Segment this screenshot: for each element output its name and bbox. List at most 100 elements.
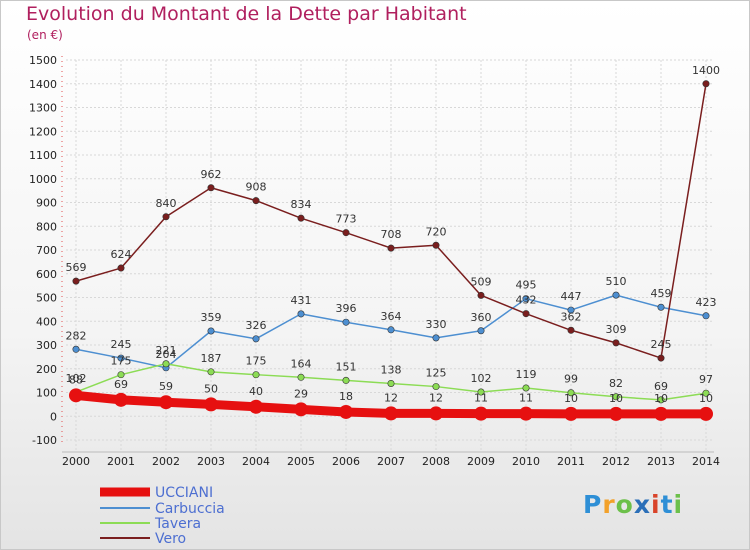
data-label: 164 (291, 357, 312, 370)
data-label: 97 (699, 373, 713, 386)
data-point (72, 345, 80, 353)
data-label: 151 (336, 360, 357, 373)
data-label: 187 (201, 352, 222, 365)
series-layer (69, 80, 713, 421)
data-point (117, 371, 125, 379)
y-tick-label: 1300 (29, 102, 57, 115)
data-point (702, 389, 710, 397)
data-point (564, 406, 578, 421)
data-point (477, 291, 485, 299)
x-tick-label: 2003 (197, 455, 225, 468)
y-tick-label: 1200 (29, 125, 57, 138)
data-point (657, 354, 665, 362)
data-point (654, 406, 668, 421)
data-point (699, 406, 713, 421)
data-point (162, 213, 170, 221)
y-tick-label: 900 (36, 197, 57, 210)
grid-layer (66, 59, 714, 452)
data-point (657, 303, 665, 311)
data-point (204, 397, 218, 412)
data-point (339, 404, 353, 419)
data-label: 569 (66, 261, 87, 274)
proxiti-logo: Proxiti (583, 490, 683, 519)
data-label: 708 (381, 228, 402, 241)
chart-unit-label: (en €) (27, 28, 63, 42)
data-label: 11 (519, 392, 533, 405)
data-label: 102 (471, 372, 492, 385)
data-point (342, 376, 350, 384)
y-tick-label: -100 (32, 434, 57, 447)
y-tick-label: 1500 (29, 54, 57, 67)
data-point (342, 229, 350, 237)
data-label: 125 (426, 367, 447, 380)
data-label: 119 (516, 368, 537, 381)
logo-letter: P (583, 490, 603, 519)
data-label: 396 (336, 302, 357, 315)
data-label: 10 (654, 392, 668, 405)
data-point (522, 310, 530, 318)
data-label: 50 (204, 382, 218, 395)
data-point (162, 360, 170, 368)
data-point (612, 291, 620, 299)
y-tick-label: 1100 (29, 149, 57, 162)
data-point (477, 388, 485, 396)
x-tick-label: 2006 (332, 455, 360, 468)
data-label: 245 (111, 338, 132, 351)
data-label: 447 (561, 290, 582, 303)
data-label: 360 (471, 311, 492, 324)
y-tick-label: 200 (36, 363, 57, 376)
y-tick-label: 1000 (29, 173, 57, 186)
data-label: 102 (66, 372, 87, 385)
data-label: 624 (111, 248, 132, 261)
data-point (297, 310, 305, 318)
x-tick-label: 2014 (692, 455, 720, 468)
y-tick-label: 600 (36, 268, 57, 281)
data-label: 773 (336, 213, 357, 226)
data-point (384, 406, 398, 421)
data-label: 138 (381, 363, 402, 376)
data-label: 59 (159, 380, 173, 393)
x-tick-label: 2002 (152, 455, 180, 468)
data-label: 18 (339, 390, 353, 403)
x-tick-label: 2007 (377, 455, 405, 468)
legend-label: UCCIANI (155, 485, 213, 501)
data-label: 10 (699, 392, 713, 405)
data-point (567, 326, 575, 334)
data-label-layer: 88 69 59 50 40 29 18 12 12 11 11 10 10 10 102822452043… (66, 64, 721, 405)
data-point (567, 389, 575, 397)
x-tick-label: 2012 (602, 455, 630, 468)
data-point (702, 80, 710, 88)
data-label: 431 (291, 294, 312, 307)
y-tick-label: 400 (36, 315, 57, 328)
data-point (207, 327, 215, 335)
data-label: 12 (384, 391, 398, 404)
data-label: 10 (564, 392, 578, 405)
data-label: 509 (471, 275, 492, 288)
x-tick-label: 2009 (467, 455, 495, 468)
data-point (117, 264, 125, 272)
x-tick-label: 2005 (287, 455, 315, 468)
data-point (612, 339, 620, 347)
data-point (387, 244, 395, 252)
data-label: 82 (609, 377, 623, 390)
data-label: 834 (291, 198, 312, 211)
x-tick-label: 2001 (107, 455, 135, 468)
data-label: 204 (156, 348, 177, 361)
data-label: 309 (606, 323, 627, 336)
y-tick-label: 700 (36, 244, 57, 257)
data-point (474, 406, 488, 421)
data-point (387, 326, 395, 334)
data-label: 330 (426, 318, 447, 331)
logo-letter: t (660, 490, 674, 519)
data-label: 908 (246, 181, 267, 194)
data-label: 459 (651, 287, 672, 300)
data-point (342, 318, 350, 326)
data-label: 1400 (692, 64, 720, 77)
legend-label: Vero (155, 531, 186, 547)
data-label: 495 (516, 279, 537, 292)
data-point (657, 396, 665, 404)
data-point (432, 334, 440, 342)
x-tick-label: 2010 (512, 455, 540, 468)
data-label: 175 (246, 355, 267, 368)
data-point (702, 312, 710, 320)
